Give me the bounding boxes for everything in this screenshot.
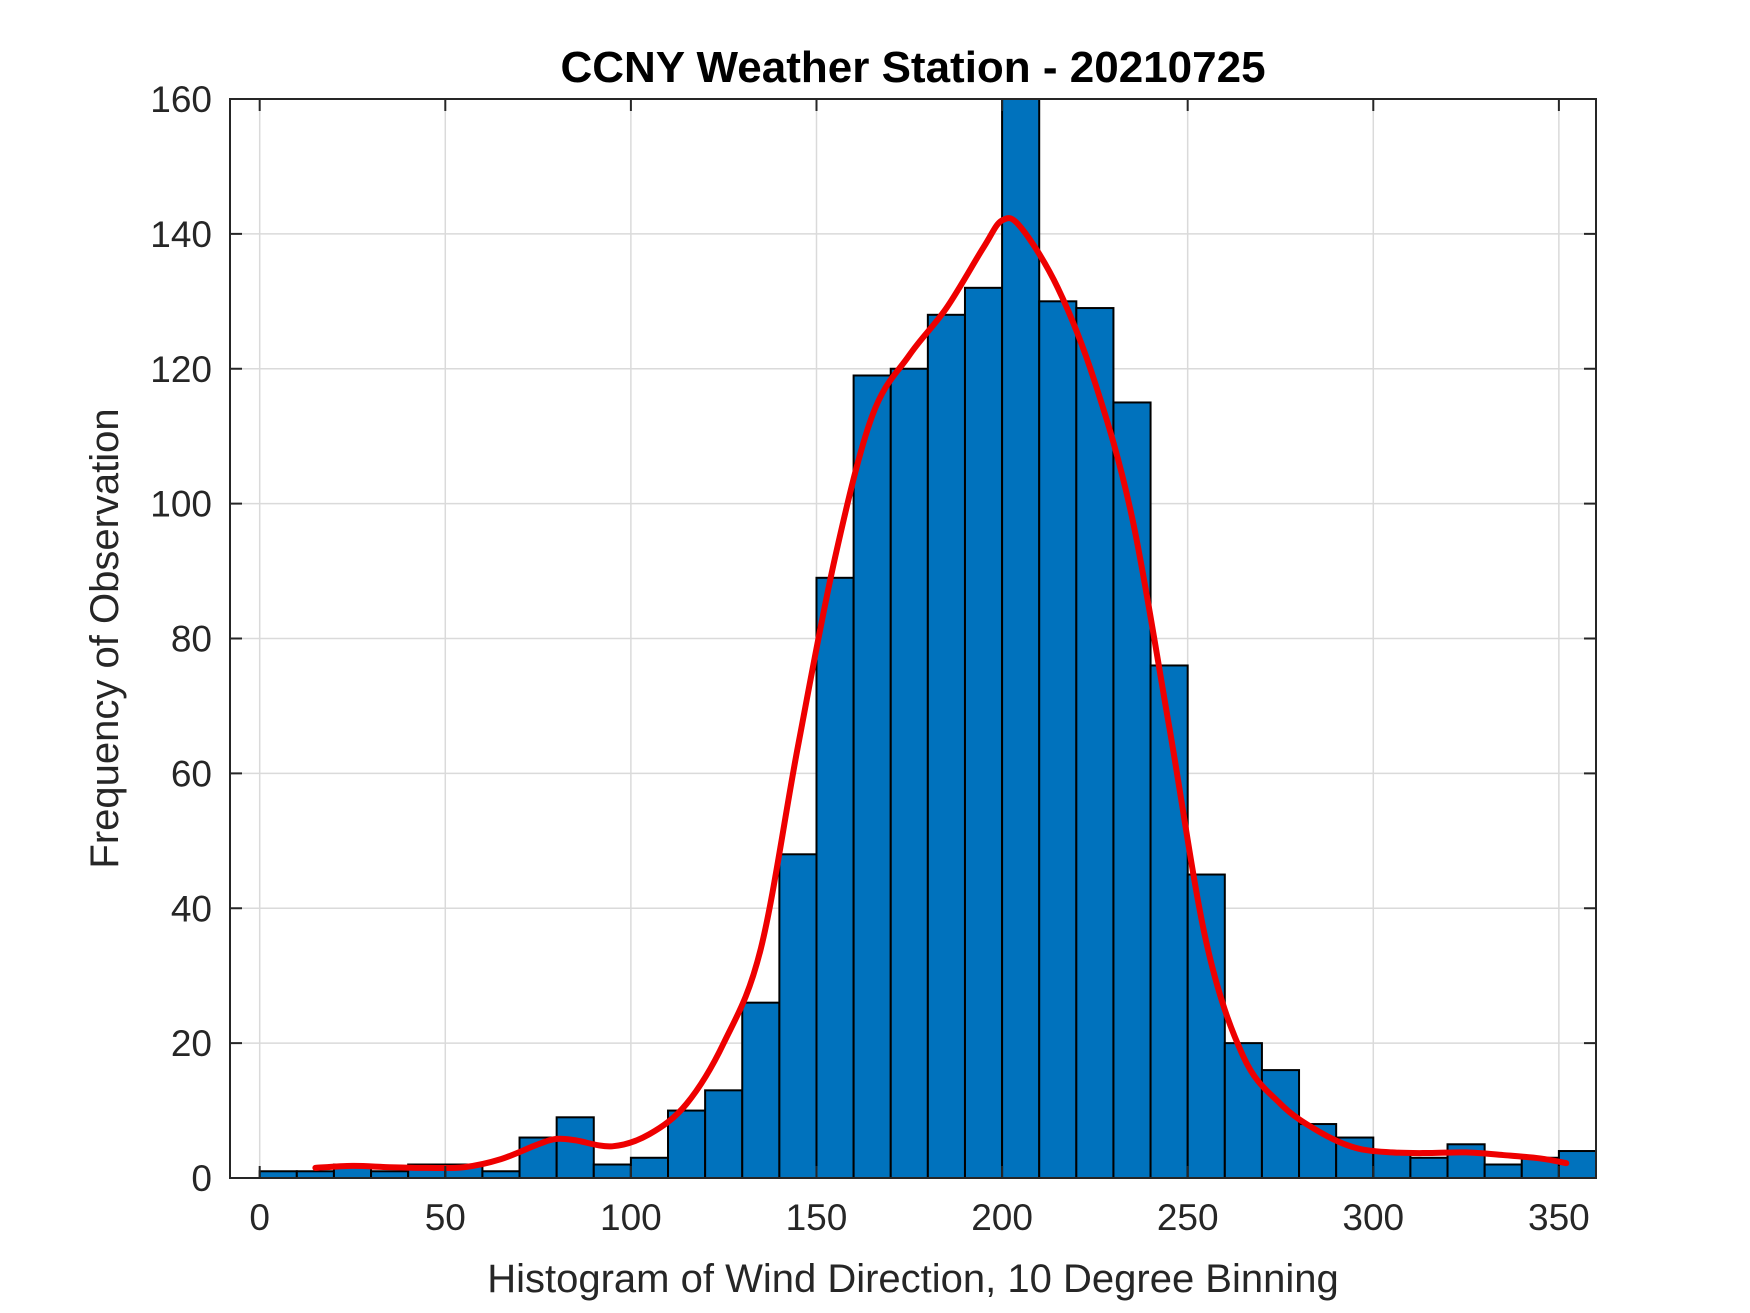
histogram-bar bbox=[1075, 307, 1115, 1179]
histogram-bar bbox=[555, 1116, 595, 1180]
histogram-bar bbox=[629, 1156, 670, 1180]
histogram-bar bbox=[741, 1001, 781, 1179]
histogram-bar bbox=[295, 1170, 335, 1179]
x-tick-label: 350 bbox=[1528, 1197, 1590, 1238]
histogram-bar bbox=[1149, 664, 1189, 1179]
histogram-bar bbox=[370, 1170, 410, 1179]
tick-labels: 0 50 100 150 200 250 300 350 0 20 40 60 80 100 120 140 1… bbox=[150, 79, 1589, 1238]
histogram-bar bbox=[592, 1163, 632, 1179]
y-tick-label: 140 bbox=[150, 214, 212, 255]
histogram-bar bbox=[926, 313, 966, 1179]
histogram-bar bbox=[1038, 300, 1078, 1179]
histogram-bar bbox=[1260, 1069, 1301, 1179]
histogram-bar bbox=[258, 1170, 298, 1179]
histogram-bar bbox=[1483, 1163, 1523, 1179]
x-tick-label: 50 bbox=[425, 1197, 466, 1238]
x-axis-label: Histogram of Wind Direction, 10 Degree B… bbox=[487, 1257, 1339, 1301]
y-tick-label: 60 bbox=[171, 753, 212, 794]
y-tick-label: 20 bbox=[171, 1023, 212, 1064]
x-tick-label: 150 bbox=[786, 1197, 848, 1238]
histogram-bar bbox=[1186, 873, 1226, 1179]
y-tick-label: 160 bbox=[150, 79, 212, 120]
y-tick-label: 0 bbox=[191, 1158, 212, 1199]
histogram-bar bbox=[1001, 98, 1041, 1179]
histogram-bar bbox=[778, 853, 818, 1179]
x-tick-label: 200 bbox=[971, 1197, 1033, 1238]
histogram-bar bbox=[852, 374, 892, 1179]
histogram-bar bbox=[815, 576, 855, 1179]
y-tick-label: 40 bbox=[171, 888, 212, 929]
histogram-bar bbox=[1409, 1156, 1449, 1180]
x-tick-label: 300 bbox=[1342, 1197, 1404, 1238]
histogram-bar bbox=[704, 1089, 744, 1180]
y-axis-label: Frequency of Observation bbox=[83, 408, 127, 868]
axis-ticks bbox=[230, 98, 1596, 1179]
fit-curve-line bbox=[312, 215, 1570, 1172]
y-tick-label: 120 bbox=[150, 349, 212, 390]
histogram-bar bbox=[889, 367, 929, 1179]
histogram-bar bbox=[1446, 1143, 1486, 1179]
histogram-bar bbox=[481, 1170, 521, 1179]
x-tick-label: 0 bbox=[249, 1197, 270, 1238]
histogram-bar bbox=[963, 286, 1004, 1179]
x-tick-label: 100 bbox=[600, 1197, 662, 1238]
chart-title: CCNY Weather Station - 20210725 bbox=[560, 43, 1265, 92]
x-tick-label: 250 bbox=[1157, 1197, 1219, 1238]
y-tick-label: 100 bbox=[150, 484, 212, 525]
y-tick-label: 80 bbox=[171, 619, 212, 660]
